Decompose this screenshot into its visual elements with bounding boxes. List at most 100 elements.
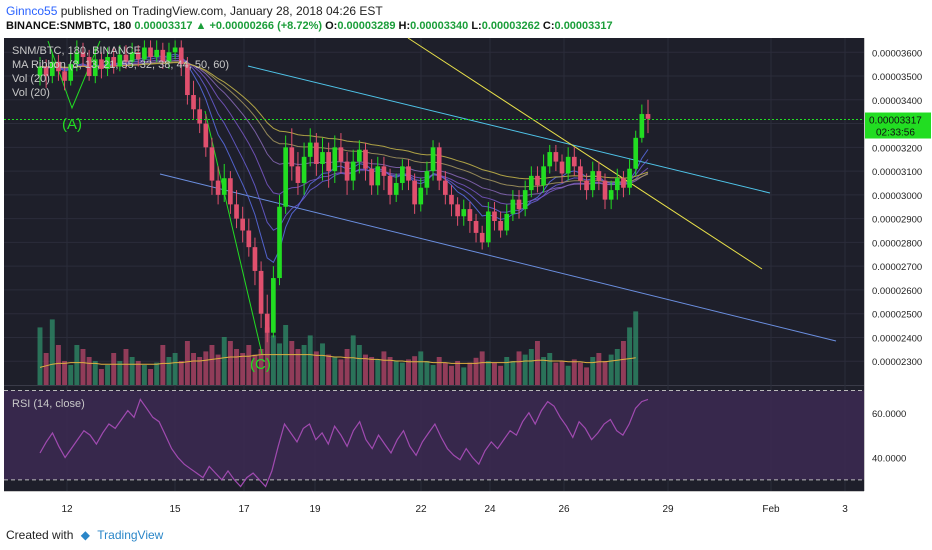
volume-bar [37, 327, 43, 385]
volume-bar [608, 354, 614, 385]
volume-bar [412, 356, 418, 385]
candle-body [111, 57, 117, 67]
candle-body [338, 147, 344, 162]
volume-bar [577, 362, 583, 385]
price-tick-label: 0.00002400 [872, 333, 922, 344]
time-tick-label: 26 [558, 504, 570, 515]
volume-bar [240, 353, 246, 385]
price-tick-label: 0.00003600 [872, 48, 922, 59]
volume-bar [320, 343, 325, 385]
candle-body [332, 147, 338, 172]
candle-body [209, 147, 215, 181]
volume-bar [295, 349, 301, 385]
volume-bar [590, 357, 596, 385]
time-tick-label: 24 [484, 504, 496, 515]
volume-bar [424, 361, 430, 385]
candle-body [178, 47, 184, 65]
volume-bar [467, 362, 473, 385]
wave-line-c[interactable] [204, 110, 263, 355]
volume-bar [141, 365, 147, 385]
candle-body [590, 171, 596, 191]
volume-bar [602, 361, 608, 385]
candle-body [326, 152, 331, 172]
volume-bar [375, 359, 381, 385]
volume-bar [461, 367, 467, 385]
volume-bar [301, 345, 307, 385]
chart-area[interactable]: 0.000036000.000035000.000034000.00003300… [0, 36, 932, 520]
volume-bar [620, 341, 626, 385]
time-tick-label: 12 [61, 504, 73, 515]
volume-bar [105, 365, 111, 385]
volume-bar [498, 365, 504, 385]
volume-bar [307, 335, 313, 385]
price-tick-label: 0.00002500 [872, 310, 922, 321]
rsi-tick-label: 60.0000 [872, 409, 906, 420]
rsi-line [39, 398, 649, 488]
volume-bar [55, 345, 61, 385]
candle-body [571, 156, 577, 167]
candle-body [522, 190, 528, 210]
trendline-yellow[interactable] [407, 37, 763, 270]
volume-bar [135, 361, 141, 385]
volume-bar [436, 357, 442, 385]
candles [37, 40, 651, 343]
author-link[interactable]: Ginnco55 [6, 4, 58, 18]
candle-body [289, 147, 295, 167]
candle-body [154, 49, 160, 58]
price-tick-label: 0.00002900 [872, 215, 922, 226]
chart-svg[interactable]: 0.000036000.000035000.000034000.00003300… [0, 36, 932, 520]
candle-body [277, 206, 282, 279]
candle-body [393, 182, 399, 195]
trendline-cyan[interactable] [247, 65, 771, 194]
volume-bar [326, 354, 332, 385]
volume-bar [264, 327, 270, 385]
ma-ribbon-line [39, 55, 649, 231]
volume-bar [369, 357, 375, 385]
tradingview-brand[interactable]: TradingView [97, 528, 164, 542]
volume-bar [338, 359, 344, 385]
candle-body [142, 47, 147, 60]
candle-body [301, 156, 307, 183]
candle-body [357, 149, 362, 162]
change-value: +0.00000266 (+8.72%) [209, 20, 323, 32]
time-tick-label: 17 [238, 504, 250, 515]
volume-bar [547, 353, 553, 385]
volume-bar [350, 335, 356, 385]
volume-bar [455, 361, 461, 385]
rsi-axis[interactable]: 60.0000 40.0000 [872, 409, 906, 465]
volume-bar [479, 351, 485, 385]
time-axis[interactable]: 12 15 17 19 22 24 26 29 Feb 3 [4, 491, 864, 516]
candle-body [228, 178, 233, 205]
candle-body [62, 71, 67, 81]
trend-lines[interactable] [47, 37, 837, 355]
volume-bar [627, 327, 633, 385]
candle-body [436, 147, 442, 181]
volume-bar [289, 341, 295, 385]
volume-bar [449, 365, 454, 385]
volume-bar [313, 351, 319, 385]
volume-bar [258, 349, 264, 385]
volume-bar [221, 337, 227, 385]
volume-bar [209, 345, 215, 385]
price-pane-bg [4, 38, 864, 385]
volume-bar [528, 349, 534, 385]
time-tick-label: 22 [415, 504, 427, 515]
candle-body [498, 221, 503, 231]
candle-body [516, 199, 522, 210]
volume-bar [166, 357, 172, 385]
ma-ribbon [39, 53, 649, 264]
candle-body [49, 61, 55, 77]
candle-body [602, 180, 608, 200]
trendline-blue[interactable] [159, 173, 837, 342]
volume-bar [356, 345, 362, 385]
close-value: 0.00003317 [554, 20, 613, 32]
candle-body [565, 156, 571, 174]
volume-bar [504, 357, 510, 385]
candle-body [234, 204, 239, 219]
volume-bar [559, 361, 565, 385]
candle-body [553, 152, 559, 162]
ma-ribbon-line [39, 61, 649, 180]
published-line: Ginnco55 published on TradingView.com, J… [6, 4, 383, 18]
time-tick-label: Feb [762, 504, 780, 515]
volume-bar [399, 362, 405, 385]
